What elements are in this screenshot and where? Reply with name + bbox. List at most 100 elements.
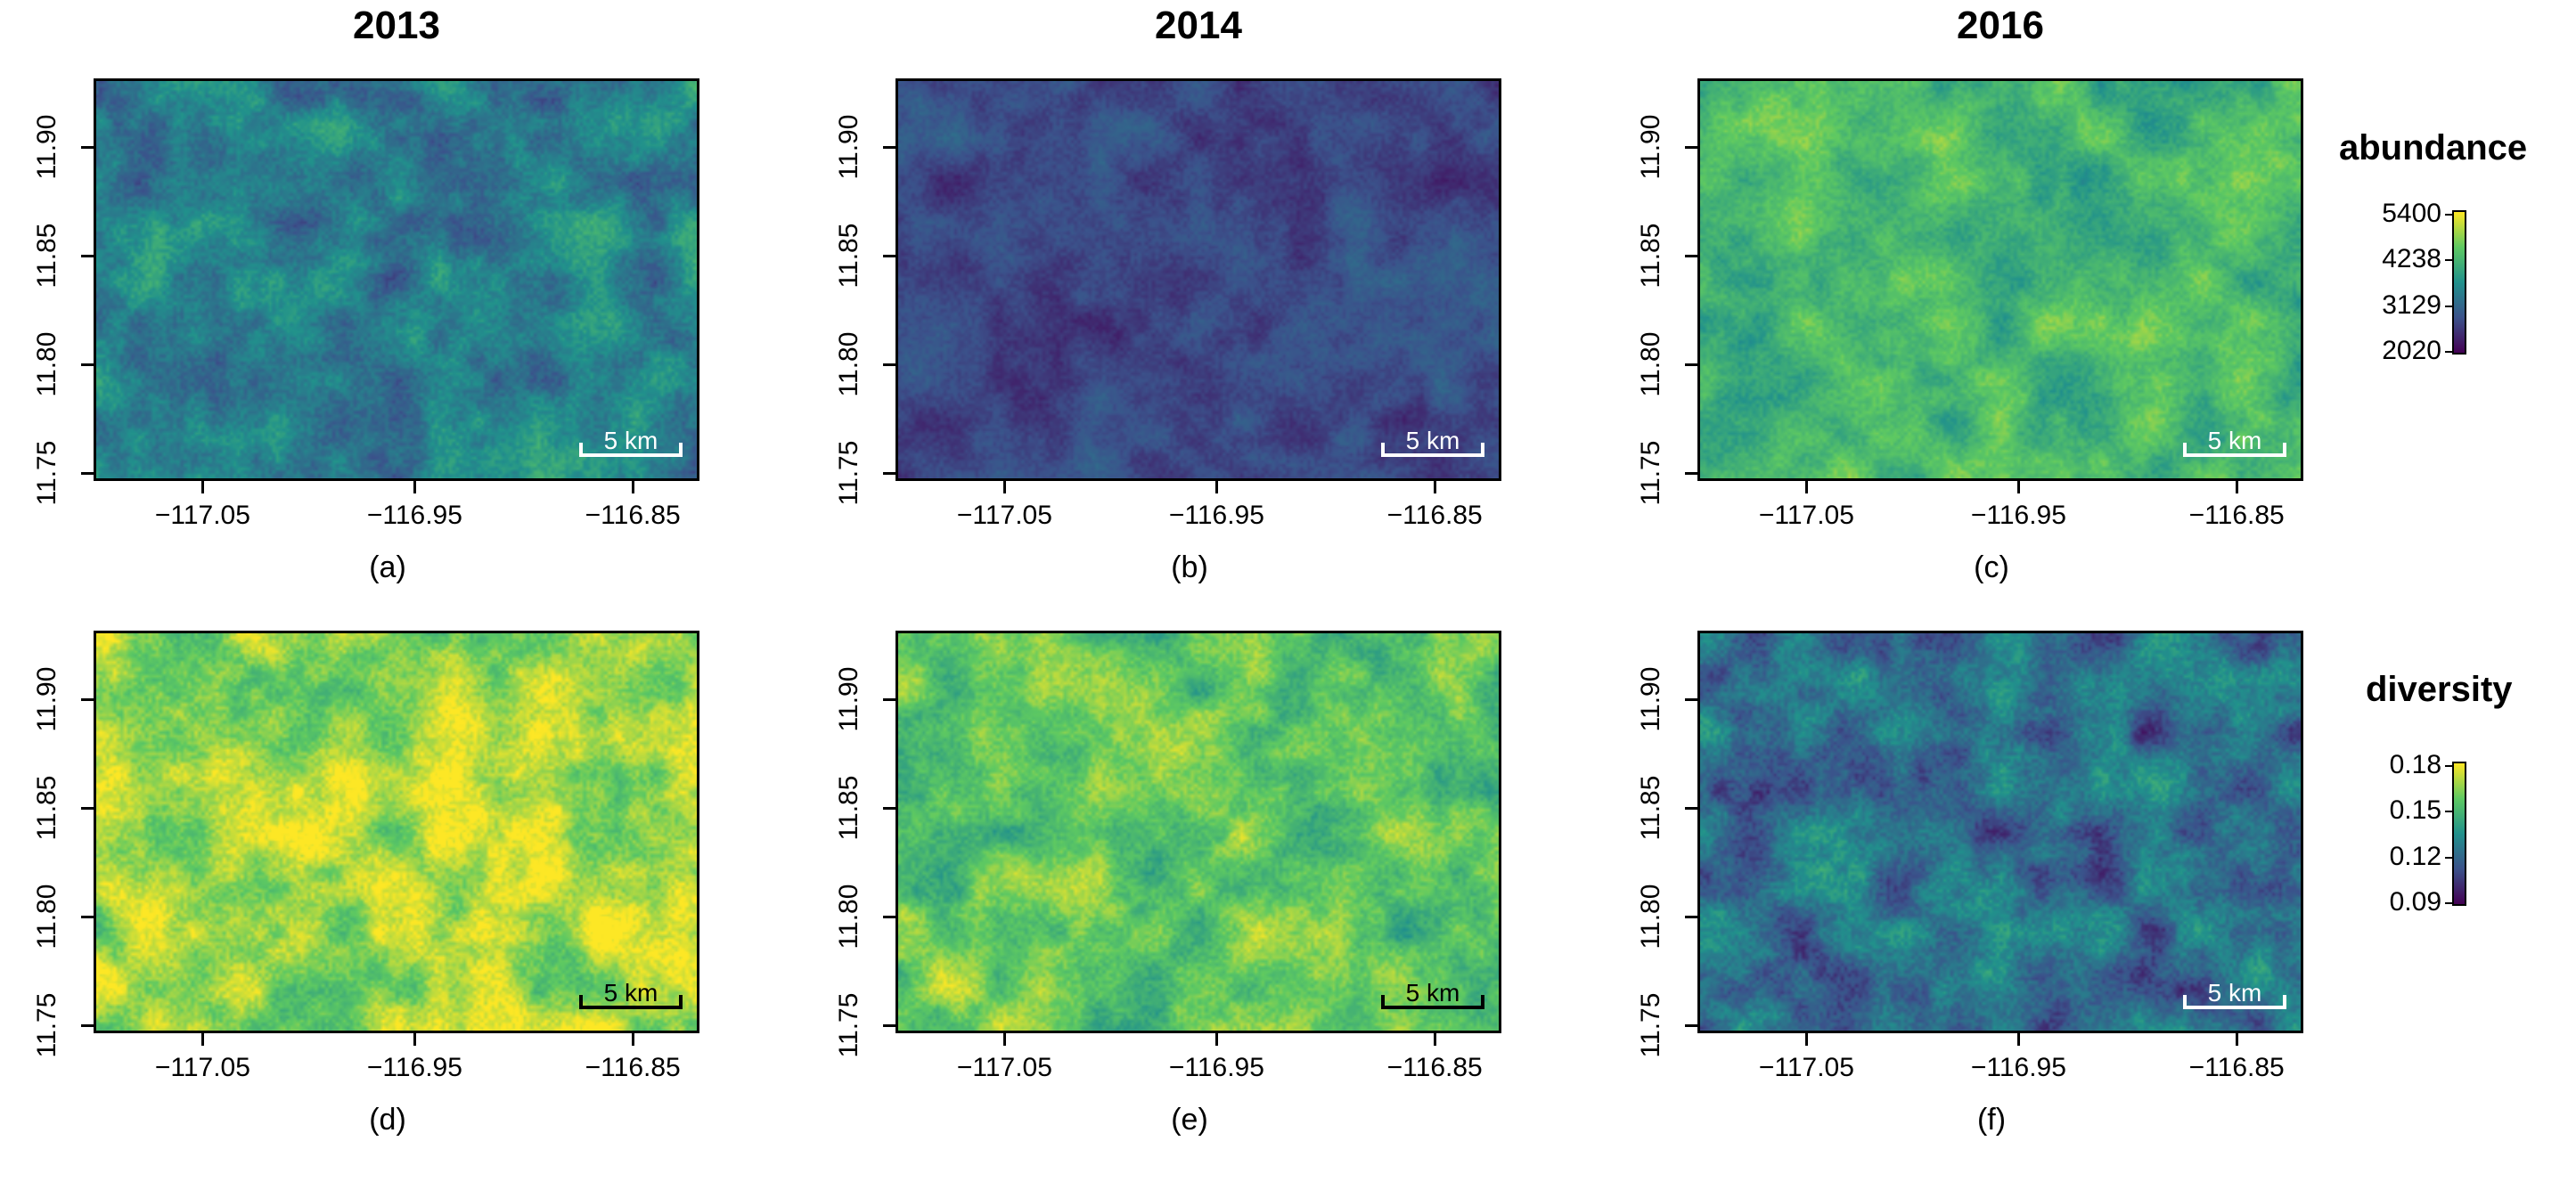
legend-abundance-tick-label: 2020	[2382, 336, 2441, 365]
panel-b-xtick-label: −116.95	[1168, 501, 1264, 530]
panel-b-map: 5 km	[895, 78, 1501, 481]
panel-a-ytick-label: 11.80	[32, 331, 61, 397]
year-title-2016: 2016	[1957, 4, 2044, 47]
panel-d-scalebar-cap-left	[579, 995, 583, 1009]
panel-c-scalebar-cap-left	[2183, 443, 2187, 457]
panel-f-ytick	[1685, 806, 1697, 810]
year-title-2014: 2014	[1155, 4, 1242, 47]
panel-e-ytick-label: 11.80	[834, 884, 863, 950]
legend-diversity-tick-label: 0.15	[2389, 795, 2441, 826]
panel-f-scalebar-cap-left	[2183, 995, 2187, 1009]
panel-f-xtick	[1805, 1033, 1809, 1046]
panel-c-scalebar-line	[2183, 453, 2286, 457]
panel-a-scalebar-cap-right	[679, 443, 683, 457]
panel-c-ytick-label: 11.90	[1636, 114, 1665, 180]
panel-c-scalebar-cap-right	[2283, 443, 2286, 457]
panel-d-xtick-label: −117.05	[154, 1053, 250, 1082]
legend-abundance-tick	[2445, 214, 2452, 216]
panel-e-ytick-label: 11.75	[834, 992, 863, 1058]
panel-f-scalebar-label: 5 km	[2207, 979, 2262, 1007]
panel-c-xtick-label: −117.05	[1758, 501, 1854, 530]
panel-b-ytick	[883, 471, 895, 475]
panel-e-ytick-label: 11.90	[834, 666, 863, 732]
panel-c-ytick	[1685, 254, 1697, 257]
legend-diversity-tick-label: 0.12	[2389, 841, 2441, 871]
panel-e-scalebar-cap-right	[1481, 995, 1484, 1009]
legend-diversity-tick	[2445, 811, 2452, 813]
panel-d-ytick-label: 11.80	[32, 884, 61, 950]
panel-a-ytick	[81, 145, 94, 149]
panel-e-ytick-label: 11.85	[834, 775, 863, 841]
panel-e-xtick-label: −116.95	[1168, 1053, 1264, 1082]
panel-c-map: 5 km	[1697, 78, 2303, 481]
legend-diversity-tick	[2445, 902, 2452, 904]
panel-a-xtick-label: −116.85	[585, 501, 681, 530]
panel-a-scalebar-label: 5 km	[603, 427, 658, 454]
panel-d-label: (d)	[369, 1103, 406, 1137]
panel-f-xtick-label: −116.95	[1970, 1053, 2066, 1082]
panel-b-xtick	[1003, 481, 1007, 493]
panel-e-ytick	[883, 915, 895, 918]
panel-d-xtick-label: −116.95	[366, 1053, 462, 1082]
panel-b-ytick	[883, 363, 895, 366]
panel-d-raster	[96, 633, 697, 1031]
panel-a-xtick-label: −116.95	[366, 501, 462, 530]
legend-diversity-tick	[2445, 765, 2452, 767]
panel-a-ytick	[81, 471, 94, 475]
panel-c-label: (c)	[1974, 550, 2009, 584]
panel-f-label: (f)	[1976, 1103, 2007, 1137]
panel-f-scalebar: 5 km	[2183, 979, 2286, 1011]
panel-e-xtick-label: −116.85	[1386, 1053, 1483, 1082]
panel-c-xtick-label: −116.85	[2188, 501, 2285, 530]
panel-b-scalebar-line	[1381, 453, 1484, 457]
panel-a-ytick-label: 11.90	[32, 114, 61, 180]
panel-a-scalebar-cap-left	[579, 443, 583, 457]
panel-c-ytick-label: 11.75	[1636, 440, 1665, 506]
panel-c-ytick-label: 11.85	[1636, 223, 1665, 289]
panel-e-raster	[898, 633, 1499, 1031]
panel-a-xtick	[201, 481, 205, 493]
panel-d-scalebar-cap-right	[679, 995, 683, 1009]
panel-f-scalebar-cap-right	[2283, 995, 2286, 1009]
panel-b-ytick-label: 11.85	[834, 223, 863, 289]
panel-c-xtick	[2236, 481, 2239, 493]
panel-f-xtick	[2236, 1033, 2239, 1046]
panel-c-ytick	[1685, 145, 1697, 149]
panel-f-ytick	[1685, 697, 1697, 701]
panel-d-map: 5 km	[94, 631, 699, 1033]
panel-a-scalebar-line	[579, 453, 683, 457]
panel-a-xtick	[632, 481, 635, 493]
panel-e-scalebar-line	[1381, 1006, 1484, 1009]
panel-d-xtick	[201, 1033, 205, 1046]
panel-c-xtick	[2017, 481, 2021, 493]
legend-abundance-tick	[2445, 259, 2452, 262]
panel-d-scalebar-line	[579, 1006, 683, 1009]
panel-e-xtick	[1215, 1033, 1219, 1046]
panel-b-ytick-label: 11.80	[834, 331, 863, 397]
panel-b-scalebar-cap-right	[1481, 443, 1484, 457]
panel-d-scalebar: 5 km	[579, 979, 683, 1011]
legend-diversity-tick-label: 0.18	[2389, 750, 2441, 779]
panel-f-map: 5 km	[1697, 631, 2303, 1033]
panel-b-ytick-label: 11.75	[834, 440, 863, 506]
panel-f-raster	[1700, 633, 2301, 1031]
panel-c-ytick-label: 11.80	[1636, 331, 1665, 397]
panel-b-scalebar: 5 km	[1381, 427, 1484, 459]
panel-f-ytick-label: 11.80	[1636, 884, 1665, 950]
panel-a-label: (a)	[369, 550, 406, 584]
panel-f-xtick	[2017, 1033, 2021, 1046]
panel-f-ytick	[1685, 915, 1697, 918]
panel-c-raster	[1700, 81, 2301, 478]
panel-a-ytick-label: 11.75	[32, 440, 61, 506]
panel-f-ytick	[1685, 1023, 1697, 1027]
panel-e-xtick-label: −117.05	[956, 1053, 1052, 1082]
panel-d-xtick-label: −116.85	[585, 1053, 681, 1082]
panel-d-ytick	[81, 806, 94, 810]
panel-b-raster	[898, 81, 1499, 478]
panel-d-ytick-label: 11.90	[32, 666, 61, 732]
legend-abundance-colorbar	[2452, 210, 2466, 355]
panel-d-ytick	[81, 697, 94, 701]
panel-e-scalebar-label: 5 km	[1405, 979, 1460, 1007]
legend-title-diversity: diversity	[2366, 670, 2513, 709]
legend-abundance-tick-label: 3129	[2382, 289, 2441, 320]
